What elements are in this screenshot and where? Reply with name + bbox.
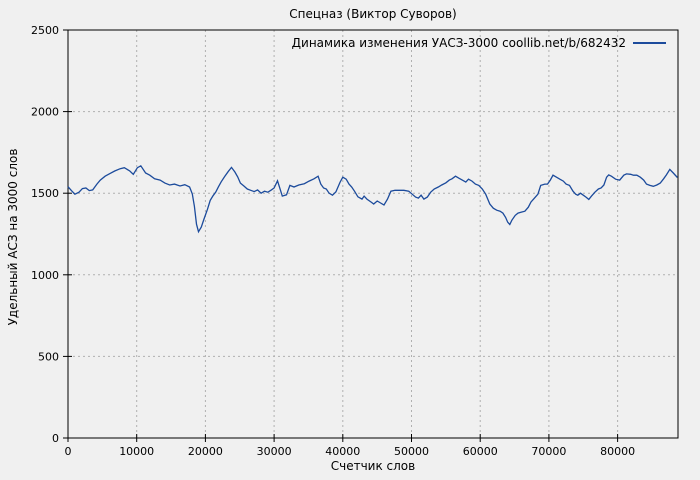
svg-text:80000: 80000: [600, 445, 635, 458]
svg-text:50000: 50000: [394, 445, 429, 458]
svg-text:10000: 10000: [119, 445, 154, 458]
svg-text:2000: 2000: [31, 106, 59, 119]
svg-text:20000: 20000: [188, 445, 223, 458]
series-line: [67, 164, 678, 234]
svg-text:40000: 40000: [325, 445, 360, 458]
legend-line-sample: [633, 42, 666, 44]
svg-text:500: 500: [38, 350, 59, 363]
svg-text:2500: 2500: [31, 24, 59, 37]
chart-title: Спецназ (Виктор Суворов): [289, 7, 457, 21]
y-axis-label: Удельный АСЗ на 3000 слов: [6, 148, 20, 326]
svg-text:0: 0: [52, 432, 59, 445]
svg-text:1500: 1500: [31, 187, 59, 200]
svg-text:60000: 60000: [463, 445, 498, 458]
svg-text:1000: 1000: [31, 269, 59, 282]
legend: Динамика изменения УАСЗ-3000 coollib.net…: [292, 36, 666, 50]
svg-text:0: 0: [65, 445, 72, 458]
svg-text:70000: 70000: [531, 445, 566, 458]
svg-text:30000: 30000: [257, 445, 292, 458]
x-axis-label: Счетчик слов: [330, 459, 416, 473]
legend-label: Динамика изменения УАСЗ-3000 coollib.net…: [291, 36, 626, 50]
